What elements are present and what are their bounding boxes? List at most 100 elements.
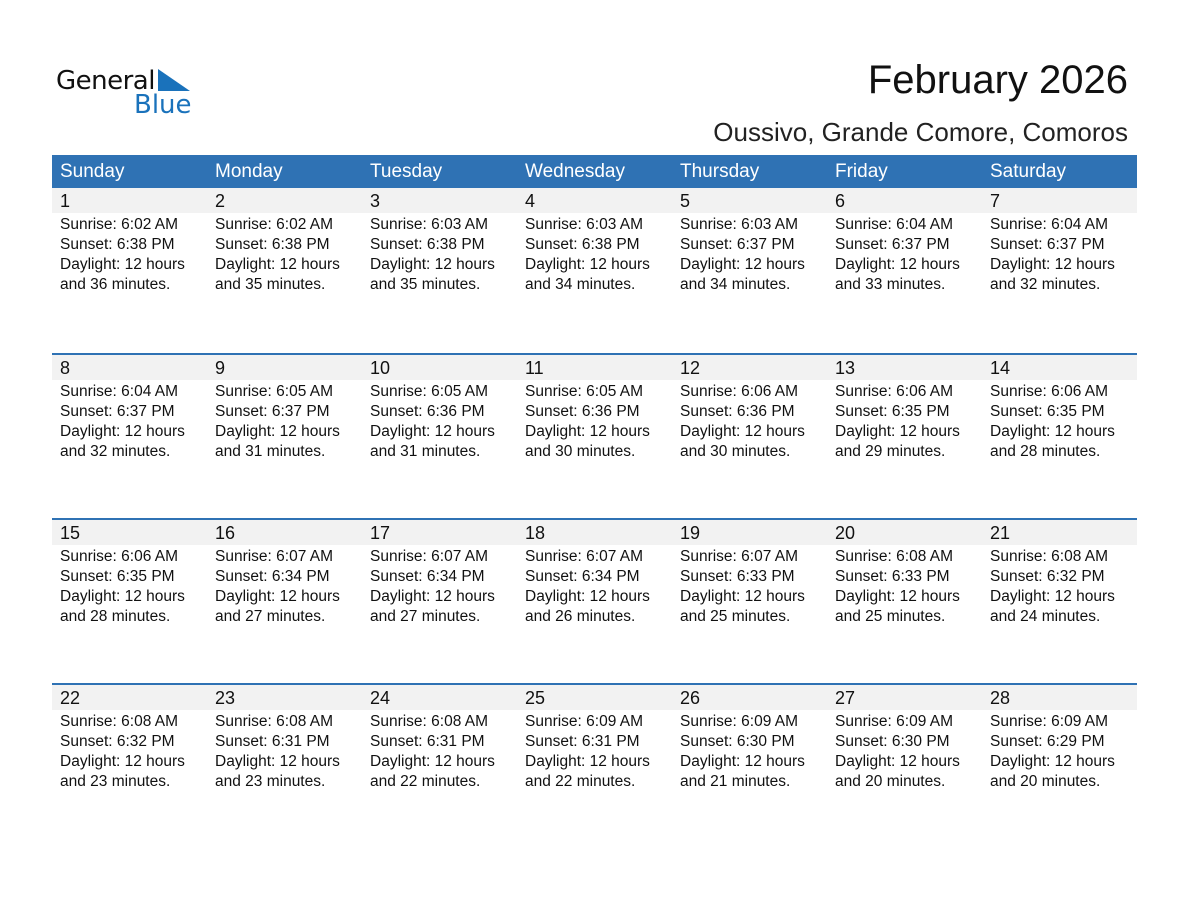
sunrise-text: Sunrise: 6:06 AM <box>835 383 954 400</box>
day-number: 27 <box>835 688 856 708</box>
day-number: 1 <box>60 191 71 211</box>
day-cell: Sunrise: 6:06 AM Sunset: 6:35 PM Daylight:… <box>52 545 207 627</box>
minutes-text: and 36 minutes. <box>60 276 171 293</box>
minutes-text: and 33 minutes. <box>835 276 946 293</box>
sunset-text: Sunset: 6:34 PM <box>370 568 485 585</box>
day-number: 22 <box>60 688 81 708</box>
daylight-text: Daylight: 12 hours <box>370 423 495 440</box>
day-cell: Sunrise: 6:08 AM Sunset: 6:32 PM Daylight:… <box>52 710 207 792</box>
weekday-thursday: Thursday <box>680 161 760 182</box>
day-number: 3 <box>370 191 381 211</box>
daylight-text: Daylight: 12 hours <box>215 423 340 440</box>
minutes-text: and 20 minutes. <box>990 773 1101 790</box>
daylight-text: Daylight: 12 hours <box>680 588 805 605</box>
minutes-text: and 32 minutes. <box>990 276 1101 293</box>
day-number-band: 1 2 3 4 5 6 7 <box>52 188 1137 213</box>
day-number-band: 22 23 24 25 26 27 28 <box>52 685 1137 710</box>
day-number: 24 <box>370 688 391 708</box>
day-cell: Sunrise: 6:09 AM Sunset: 6:31 PM Daylight:… <box>517 710 672 792</box>
sunrise-text: Sunrise: 6:02 AM <box>215 216 334 233</box>
minutes-text: and 25 minutes. <box>835 608 946 625</box>
sunrise-text: Sunrise: 6:04 AM <box>60 383 179 400</box>
sunrise-text: Sunrise: 6:07 AM <box>525 548 644 565</box>
day-number: 14 <box>990 358 1011 378</box>
minutes-text: and 35 minutes. <box>370 276 481 293</box>
sunrise-text: Sunrise: 6:09 AM <box>835 713 954 730</box>
minutes-text: and 28 minutes. <box>990 443 1101 460</box>
sunset-text: Sunset: 6:34 PM <box>525 568 640 585</box>
daylight-text: Daylight: 12 hours <box>525 423 650 440</box>
sunrise-text: Sunrise: 6:08 AM <box>990 548 1109 565</box>
day-number: 20 <box>835 523 856 543</box>
daylight-text: Daylight: 12 hours <box>990 753 1115 770</box>
day-cell: Sunrise: 6:03 AM Sunset: 6:37 PM Daylight:… <box>672 213 827 295</box>
weekday-sunday: Sunday <box>60 161 125 182</box>
day-cell: Sunrise: 6:03 AM Sunset: 6:38 PM Daylight:… <box>517 213 672 295</box>
day-number: 23 <box>215 688 236 708</box>
day-number: 13 <box>835 358 856 378</box>
daylight-text: Daylight: 12 hours <box>835 753 960 770</box>
daylight-text: Daylight: 12 hours <box>60 588 185 605</box>
day-cell: Sunrise: 6:05 AM Sunset: 6:36 PM Daylight:… <box>517 380 672 462</box>
day-cell: Sunrise: 6:02 AM Sunset: 6:38 PM Daylight:… <box>52 213 207 295</box>
sunset-text: Sunset: 6:31 PM <box>525 733 640 750</box>
sunrise-text: Sunrise: 6:07 AM <box>215 548 334 565</box>
sunrise-text: Sunrise: 6:05 AM <box>370 383 489 400</box>
sunrise-text: Sunrise: 6:05 AM <box>525 383 644 400</box>
sunset-text: Sunset: 6:29 PM <box>990 733 1105 750</box>
day-cell: Sunrise: 6:07 AM Sunset: 6:34 PM Daylight:… <box>517 545 672 627</box>
minutes-text: and 31 minutes. <box>370 443 481 460</box>
sunset-text: Sunset: 6:38 PM <box>525 236 640 253</box>
day-number: 17 <box>370 523 391 543</box>
day-number: 28 <box>990 688 1011 708</box>
sunset-text: Sunset: 6:30 PM <box>835 733 950 750</box>
sunset-text: Sunset: 6:37 PM <box>215 403 330 420</box>
weekday-saturday: Saturday <box>990 161 1067 182</box>
sunset-text: Sunset: 6:33 PM <box>835 568 950 585</box>
minutes-text: and 30 minutes. <box>680 443 791 460</box>
day-cell: Sunrise: 6:08 AM Sunset: 6:33 PM Daylight:… <box>827 545 982 627</box>
daylight-text: Daylight: 12 hours <box>215 256 340 273</box>
daylight-text: Daylight: 12 hours <box>680 256 805 273</box>
sunrise-text: Sunrise: 6:02 AM <box>60 216 179 233</box>
minutes-text: and 32 minutes. <box>60 443 171 460</box>
sunset-text: Sunset: 6:35 PM <box>835 403 950 420</box>
sunrise-text: Sunrise: 6:03 AM <box>680 216 799 233</box>
day-number: 15 <box>60 523 81 543</box>
day-number: 21 <box>990 523 1011 543</box>
weekday-wednesday: Wednesday <box>525 161 625 182</box>
day-cell: Sunrise: 6:08 AM Sunset: 6:32 PM Daylight:… <box>982 545 1137 627</box>
day-number: 4 <box>525 191 536 211</box>
day-number: 2 <box>215 191 226 211</box>
weekday-header: Sunday Monday Tuesday Wednesday Thursday Frid… <box>52 155 1137 188</box>
sunset-text: Sunset: 6:38 PM <box>60 236 175 253</box>
day-cell: Sunrise: 6:05 AM Sunset: 6:36 PM Daylight:… <box>362 380 517 462</box>
minutes-text: and 27 minutes. <box>370 608 481 625</box>
sunset-text: Sunset: 6:32 PM <box>60 733 175 750</box>
day-number: 10 <box>370 358 391 378</box>
day-number: 11 <box>525 358 544 378</box>
day-cell: Sunrise: 6:06 AM Sunset: 6:35 PM Daylight:… <box>982 380 1137 462</box>
sunrise-text: Sunrise: 6:03 AM <box>525 216 644 233</box>
sunrise-text: Sunrise: 6:03 AM <box>370 216 489 233</box>
weekday-monday: Monday <box>215 161 283 182</box>
sunset-text: Sunset: 6:36 PM <box>680 403 795 420</box>
sunset-text: Sunset: 6:37 PM <box>990 236 1105 253</box>
daylight-text: Daylight: 12 hours <box>680 423 805 440</box>
day-number-band: 15 16 17 18 19 20 21 <box>52 520 1137 545</box>
sunrise-text: Sunrise: 6:07 AM <box>680 548 799 565</box>
minutes-text: and 22 minutes. <box>370 773 481 790</box>
day-number: 26 <box>680 688 701 708</box>
daylight-text: Daylight: 12 hours <box>525 256 650 273</box>
logo-text-general: General <box>56 66 155 96</box>
logo-text-blue: Blue <box>134 90 192 120</box>
week-row: 8 9 10 11 12 13 14 Sunrise: 6:04 AM Sunset: 6:37… <box>52 353 1137 518</box>
calendar: Sunday Monday Tuesday Wednesday Thursday Frid… <box>52 155 1137 848</box>
day-cell: Sunrise: 6:08 AM Sunset: 6:31 PM Daylight:… <box>362 710 517 792</box>
daylight-text: Daylight: 12 hours <box>215 753 340 770</box>
day-cell: Sunrise: 6:09 AM Sunset: 6:29 PM Daylight:… <box>982 710 1137 792</box>
sunset-text: Sunset: 6:38 PM <box>215 236 330 253</box>
day-number: 9 <box>215 358 226 378</box>
logo-triangle-icon <box>158 69 190 91</box>
day-cell: Sunrise: 6:07 AM Sunset: 6:34 PM Daylight:… <box>207 545 362 627</box>
